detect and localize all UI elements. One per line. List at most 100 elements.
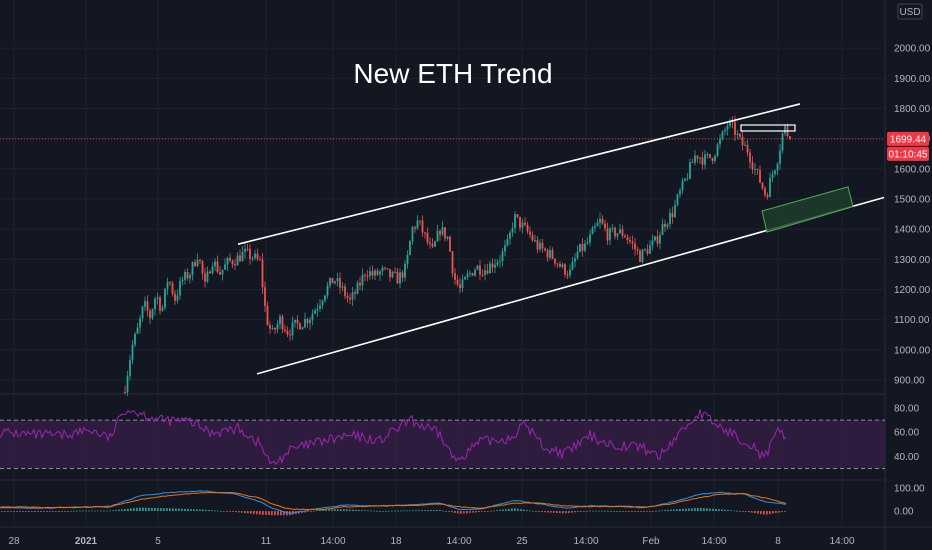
candle-body xyxy=(254,253,256,258)
candle-body xyxy=(424,232,426,234)
candle-body xyxy=(431,243,434,247)
macd-hist-bar xyxy=(76,510,78,512)
candle-body xyxy=(669,212,671,225)
macd-hist-bar xyxy=(697,507,699,512)
candle-body xyxy=(339,278,341,288)
time-tick-label: 28 xyxy=(8,536,20,547)
macd-hist-bar xyxy=(667,509,669,512)
price-tick-label: 1000.00 xyxy=(894,345,931,356)
candle-body xyxy=(384,267,386,269)
time-tick-label: 14:00 xyxy=(573,536,598,547)
macd-hist-bar xyxy=(97,510,99,512)
time-axis[interactable]: 28 2021 5 11 14:00 18 14:00 25 14:00 Feb 14:00 8 14:… xyxy=(8,536,855,547)
candle-body xyxy=(704,154,706,165)
price-tick-label: 1500.00 xyxy=(894,194,931,205)
macd-hist-bar xyxy=(616,511,618,512)
candle-body xyxy=(689,162,691,179)
candle-body xyxy=(194,261,196,266)
candle-body xyxy=(426,232,429,243)
time-tick-label: 8 xyxy=(775,536,781,547)
candle-body xyxy=(206,271,209,282)
candle-body xyxy=(644,249,646,251)
macd-hist-bar xyxy=(499,509,501,512)
candle-body xyxy=(681,180,684,191)
candle-body xyxy=(471,273,474,276)
macd-hist-bar xyxy=(217,510,219,512)
macd-hist-bar xyxy=(493,510,495,512)
macd-hist-bar xyxy=(694,508,696,512)
candle-body xyxy=(634,243,636,250)
macd-hist-bar xyxy=(595,510,597,512)
macd-hist-bar xyxy=(754,511,756,514)
price-tick-label: 1400.00 xyxy=(894,225,931,236)
candle-body xyxy=(374,270,376,276)
macd-hist-bar xyxy=(310,511,312,512)
candle-body xyxy=(611,227,614,229)
macd-hist-bar xyxy=(541,511,543,513)
macd-hist-bar xyxy=(733,510,735,512)
macd-hist-bar xyxy=(352,509,354,512)
candle-body xyxy=(129,360,131,376)
price-box-marker[interactable] xyxy=(740,124,796,132)
macd-hist-bar xyxy=(421,510,423,512)
candle-body xyxy=(381,267,384,272)
macd-hist-bar xyxy=(157,507,159,512)
macd-hist-bar xyxy=(448,511,450,512)
candle-body xyxy=(149,310,151,319)
macd-hist-bar xyxy=(478,511,480,513)
candle-body xyxy=(156,297,159,299)
candle-body xyxy=(686,178,689,180)
macd-hist-bar xyxy=(607,510,609,512)
macd-hist-bar xyxy=(424,510,426,512)
macd-hist-bar xyxy=(466,511,468,514)
macd-hist-bar xyxy=(388,510,390,512)
candle-body xyxy=(204,273,206,282)
macd-hist-bar xyxy=(532,510,534,512)
candle-body xyxy=(281,316,284,330)
currency-button[interactable]: USD xyxy=(897,3,923,20)
macd-hist-bar xyxy=(10,511,12,512)
candle-body xyxy=(701,157,704,165)
candle-body xyxy=(191,261,194,276)
macd-hist-bar xyxy=(433,509,435,512)
candle-body xyxy=(179,280,181,296)
time-tick-label: 14:00 xyxy=(320,536,345,547)
candle-body xyxy=(664,223,666,227)
demand-zone[interactable] xyxy=(761,186,854,233)
macd-hist-bar xyxy=(709,508,711,512)
macd-hist-bar xyxy=(457,511,459,514)
macd-hist-bar xyxy=(337,509,339,512)
macd-hist-bar xyxy=(538,511,540,512)
macd-hist-bar xyxy=(211,510,213,512)
macd-hist-bar xyxy=(130,508,132,512)
bar-countdown: 01:10:45 xyxy=(889,149,928,160)
macd-hist-bar xyxy=(145,507,147,512)
candle-body xyxy=(539,242,541,250)
channel-line-upper[interactable] xyxy=(237,103,801,245)
macd-hist-bar xyxy=(634,511,636,512)
candle-body xyxy=(651,240,654,246)
candle-body xyxy=(326,285,329,296)
candle-body xyxy=(784,126,786,134)
macd-hist-bar xyxy=(442,510,444,512)
candle-body xyxy=(271,328,274,330)
candle-body xyxy=(439,230,441,235)
candle-body xyxy=(759,169,761,183)
candle-body xyxy=(711,157,714,162)
macd-hist-bar xyxy=(622,511,624,512)
macd-hist-bar xyxy=(175,508,177,512)
macd-hist-bar xyxy=(712,508,714,512)
candle-body xyxy=(606,228,609,241)
macd-hist-bar xyxy=(637,511,639,512)
macd-hist-bar xyxy=(100,510,102,512)
candle-body xyxy=(779,150,781,165)
macd-hist-bar xyxy=(193,509,195,512)
price-tick-label: 1300.00 xyxy=(894,255,931,266)
candle-body xyxy=(229,257,231,261)
candle-body xyxy=(599,218,601,223)
candle-body xyxy=(244,248,246,253)
time-tick-label: 25 xyxy=(516,536,528,547)
macd-hist-bar xyxy=(85,510,87,512)
candle-body xyxy=(661,223,664,235)
